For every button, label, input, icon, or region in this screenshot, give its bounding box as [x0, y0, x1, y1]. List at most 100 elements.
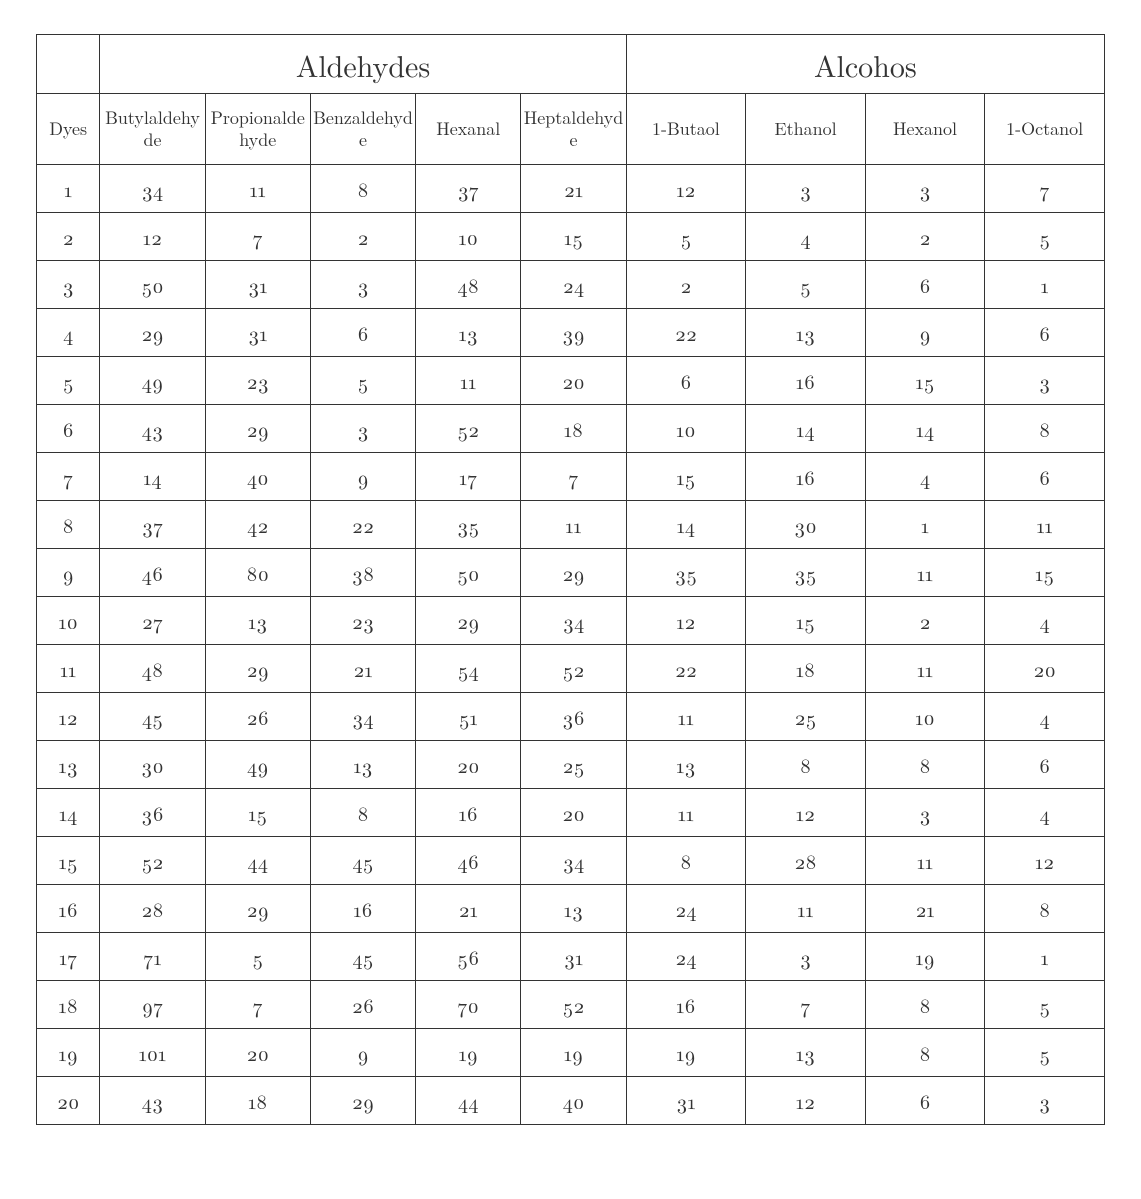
data-cell: 12 [626, 597, 746, 645]
data-cell: 2 [865, 213, 985, 261]
data-cell: 18 [521, 405, 626, 453]
row-id-cell: 20 [37, 1077, 100, 1125]
data-cell: 12 [626, 165, 746, 213]
data-cell: 5 [310, 357, 415, 405]
col-header: 1-Octanol [985, 94, 1105, 165]
data-cell: 7 [205, 213, 310, 261]
data-cell: 21 [416, 885, 521, 933]
data-cell: 37 [416, 165, 521, 213]
row-id-cell: 6 [37, 405, 100, 453]
data-cell: 35 [746, 549, 866, 597]
data-cell: 11 [865, 837, 985, 885]
row-id-cell: 15 [37, 837, 100, 885]
data-cell: 9 [310, 1029, 415, 1077]
data-cell: 43 [100, 1077, 205, 1125]
data-cell: 7 [985, 165, 1105, 213]
data-cell: 71 [100, 933, 205, 981]
data-cell: 8 [865, 741, 985, 789]
data-cell: 15 [626, 453, 746, 501]
data-cell: 8 [626, 837, 746, 885]
data-cell: 14 [746, 405, 866, 453]
data-cell: 22 [626, 309, 746, 357]
data-cell: 35 [626, 549, 746, 597]
table-row: 17715455631243191 [37, 933, 1105, 981]
data-cell: 39 [521, 309, 626, 357]
data-cell: 80 [205, 549, 310, 597]
row-id-cell: 11 [37, 645, 100, 693]
data-cell: 6 [865, 261, 985, 309]
data-cell: 44 [205, 837, 310, 885]
row-id-cell: 8 [37, 501, 100, 549]
data-cell: 6 [985, 309, 1105, 357]
data-cell: 10 [626, 405, 746, 453]
data-cell: 50 [416, 549, 521, 597]
data-cell: 52 [416, 405, 521, 453]
data-cell: 8 [310, 789, 415, 837]
col-header: Hexanol [865, 94, 985, 165]
data-cell: 16 [746, 357, 866, 405]
data-cell: 45 [310, 933, 415, 981]
data-cell: 4 [865, 453, 985, 501]
table-row: 14361581620111234 [37, 789, 1105, 837]
data-cell: 3 [746, 933, 866, 981]
data-cell: 15 [205, 789, 310, 837]
data-cell: 25 [521, 741, 626, 789]
data-cell: 8 [865, 1029, 985, 1077]
data-cell: 22 [310, 501, 415, 549]
data-cell: 49 [100, 357, 205, 405]
data-cell: 11 [416, 357, 521, 405]
table-row: 1552444546348281112 [37, 837, 1105, 885]
data-cell: 13 [746, 309, 866, 357]
data-cell: 24 [521, 261, 626, 309]
table-row: 4293161339221396 [37, 309, 1105, 357]
data-cell: 13 [416, 309, 521, 357]
data-cell: 6 [865, 1077, 985, 1125]
data-cell: 20 [985, 645, 1105, 693]
table-row: 102713232934121524 [37, 597, 1105, 645]
data-cell: 31 [205, 309, 310, 357]
row-id-cell: 14 [37, 789, 100, 837]
data-cell: 11 [985, 501, 1105, 549]
data-cell: 18 [205, 1077, 310, 1125]
data-cell: 11 [865, 645, 985, 693]
data-cell: 36 [100, 789, 205, 837]
table-row: 64329352181014148 [37, 405, 1105, 453]
table-head: Aldehydes Alcohos Dyes Butylaldehyde Pro… [37, 35, 1105, 165]
data-cell: 51 [416, 693, 521, 741]
data-cell: 2 [865, 597, 985, 645]
data-cell: 20 [416, 741, 521, 789]
data-cell: 40 [205, 453, 310, 501]
data-cell: 16 [746, 453, 866, 501]
data-cell: 50 [100, 261, 205, 309]
data-cell: 56 [416, 933, 521, 981]
data-cell: 8 [310, 165, 415, 213]
data-cell: 36 [521, 693, 626, 741]
data-cell: 97 [100, 981, 205, 1029]
data-cell: 13 [310, 741, 415, 789]
data-cell: 23 [205, 357, 310, 405]
data-cell: 46 [100, 549, 205, 597]
data-cell: 1 [865, 501, 985, 549]
data-cell: 19 [521, 1029, 626, 1077]
data-table: Aldehydes Alcohos Dyes Butylaldehyde Pro… [36, 34, 1105, 1125]
data-cell: 13 [205, 597, 310, 645]
data-cell: 29 [205, 645, 310, 693]
data-cell: 8 [985, 885, 1105, 933]
table-row: 35031348242561 [37, 261, 1105, 309]
data-cell: 3 [865, 165, 985, 213]
data-cell: 29 [205, 405, 310, 453]
group-header-alcohols: Alcohos [626, 35, 1104, 94]
data-cell: 4 [746, 213, 866, 261]
data-cell: 40 [521, 1077, 626, 1125]
data-cell: 12 [746, 789, 866, 837]
data-cell: 8 [746, 741, 866, 789]
col-header: Propionaldehyde [205, 94, 310, 165]
data-cell: 6 [626, 357, 746, 405]
data-cell: 5 [985, 1029, 1105, 1077]
data-cell: 1 [985, 261, 1105, 309]
data-cell: 29 [521, 549, 626, 597]
data-cell: 13 [521, 885, 626, 933]
column-header-row: Dyes Butylaldehyde Propionaldehyde Benza… [37, 94, 1105, 165]
data-cell: 10 [865, 693, 985, 741]
data-cell: 70 [416, 981, 521, 1029]
